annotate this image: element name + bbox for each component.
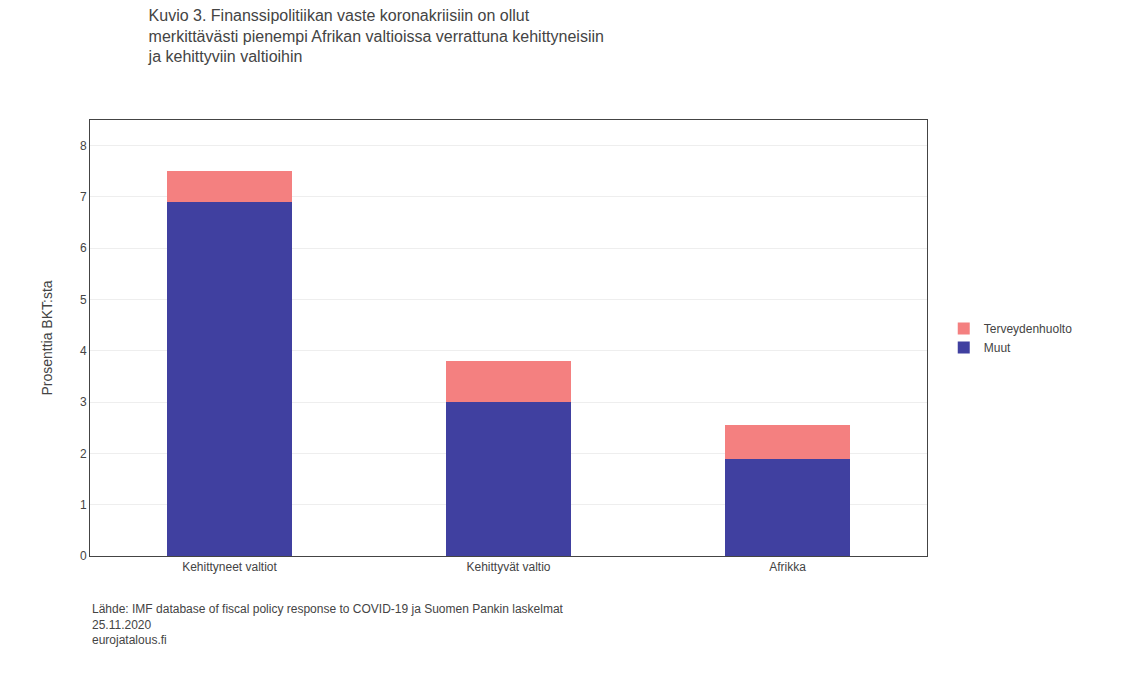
svg-text:Terveydenhuolto: Terveydenhuolto <box>984 322 1072 336</box>
svg-text:3: 3 <box>80 395 87 409</box>
svg-text:2: 2 <box>80 447 87 461</box>
svg-text:6: 6 <box>80 241 87 255</box>
svg-text:5: 5 <box>80 293 87 307</box>
svg-text:1: 1 <box>80 498 87 512</box>
svg-text:Kuvio 3. Finanssipolitiikan va: Kuvio 3. Finanssipolitiikan vaste korona… <box>148 7 604 66</box>
svg-text:0: 0 <box>80 549 87 563</box>
svg-text:8: 8 <box>80 139 87 153</box>
svg-text:Muut: Muut <box>984 341 1011 355</box>
svg-text:4: 4 <box>80 344 87 358</box>
svg-text:Lähde: IMF database of fiscal: Lähde: IMF database of fiscal policy res… <box>92 602 564 647</box>
svg-text:Prosenttia BKT:sta: Prosenttia BKT:sta <box>39 280 55 395</box>
svg-text:Kehittyvät valtio: Kehittyvät valtio <box>466 560 550 574</box>
svg-text:Afrikka: Afrikka <box>769 560 806 574</box>
svg-text:7: 7 <box>80 190 87 204</box>
svg-text:Kehittyneet valtiot: Kehittyneet valtiot <box>182 560 277 574</box>
